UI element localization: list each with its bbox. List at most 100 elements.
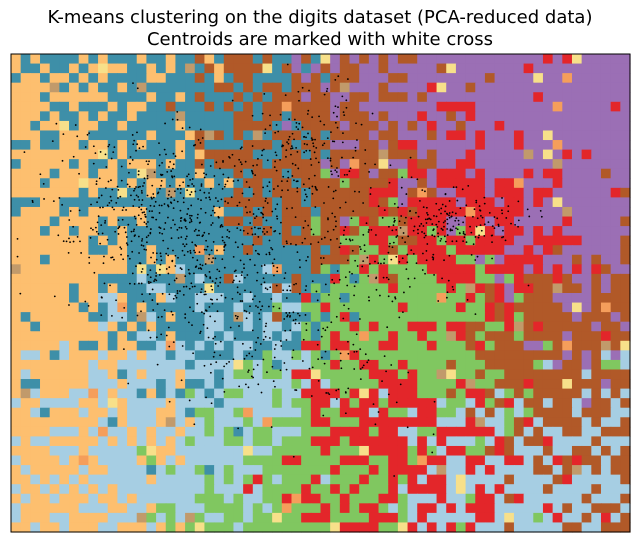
region-cell — [408, 121, 418, 131]
region-cell — [601, 197, 611, 207]
region-cell — [446, 274, 456, 284]
region-cell — [504, 111, 514, 121]
region-cell — [88, 178, 98, 188]
region-cell — [562, 360, 572, 370]
region-cell — [504, 169, 514, 179]
scatter-point — [39, 173, 41, 175]
region-cell — [514, 484, 524, 494]
scatter-point — [401, 176, 403, 178]
scatter-point — [191, 241, 193, 243]
scatter-point — [505, 217, 507, 219]
region-cell — [40, 207, 50, 217]
region-cell — [350, 484, 360, 494]
scatter-point — [451, 215, 453, 217]
region-cell — [88, 217, 98, 227]
scatter-point — [448, 255, 450, 257]
region-cell — [59, 255, 69, 265]
region-cell — [601, 140, 611, 150]
region-cell — [59, 83, 69, 93]
region-cell — [282, 92, 292, 102]
region-cell — [398, 484, 408, 494]
scatter-point — [112, 151, 114, 153]
region-cell — [262, 207, 272, 217]
region-cell — [553, 341, 563, 351]
region-cell — [562, 484, 572, 494]
region-cell — [408, 293, 418, 303]
region-cell — [253, 188, 263, 198]
scatter-point — [237, 292, 239, 294]
region-cell — [291, 379, 301, 389]
scatter-point — [324, 94, 326, 96]
scatter-point — [330, 160, 332, 162]
region-cell — [79, 159, 89, 169]
region-cell — [146, 64, 156, 74]
region-cell — [543, 245, 553, 255]
region-cell — [175, 456, 185, 466]
region-cell — [437, 111, 447, 121]
region-cell — [301, 245, 311, 255]
scatter-point — [227, 180, 229, 182]
region-cell — [224, 398, 234, 408]
scatter-point — [213, 206, 215, 208]
region-cell — [195, 408, 205, 418]
scatter-point — [308, 178, 310, 180]
scatter-point — [340, 242, 342, 244]
scatter-point — [262, 217, 264, 219]
region-cell — [69, 111, 79, 121]
region-cell — [224, 130, 234, 140]
region-cell — [620, 475, 630, 485]
region-cell — [379, 217, 389, 227]
scatter-point — [181, 379, 183, 381]
scatter-point — [425, 235, 427, 237]
region-cell — [369, 484, 379, 494]
region-cell — [427, 465, 437, 475]
scatter-point — [478, 234, 480, 236]
region-cell — [591, 207, 601, 217]
region-cell — [156, 331, 166, 341]
region-cell — [504, 456, 514, 466]
region-cell — [475, 360, 485, 370]
scatter-point — [317, 241, 319, 243]
region-cell — [282, 217, 292, 227]
scatter-point — [286, 141, 288, 143]
region-cell — [204, 102, 214, 112]
scatter-point — [135, 186, 137, 188]
region-cell — [156, 475, 166, 485]
region-cell — [495, 436, 505, 446]
scatter-point — [298, 100, 300, 102]
region-cell — [524, 73, 534, 83]
scatter-point — [210, 188, 212, 190]
scatter-point — [180, 236, 182, 238]
region-cell — [369, 169, 379, 179]
region-cell — [572, 73, 582, 83]
scatter-point — [459, 233, 461, 235]
region-cell — [185, 341, 195, 351]
region-cell — [379, 121, 389, 131]
region-cell — [146, 303, 156, 313]
region-cell — [611, 255, 621, 265]
region-cell — [166, 389, 176, 399]
region-cell — [321, 398, 331, 408]
region-cell — [417, 303, 427, 313]
region-cell — [137, 369, 147, 379]
scatter-point — [262, 214, 264, 216]
scatter-point — [402, 257, 404, 259]
region-cell — [282, 102, 292, 112]
region-cell — [79, 245, 89, 255]
scatter-point — [212, 303, 214, 305]
region-cell — [466, 398, 476, 408]
region-cell — [427, 245, 437, 255]
region-cell — [369, 130, 379, 140]
scatter-point — [366, 257, 368, 259]
region-cell — [514, 226, 524, 236]
region-cell — [340, 417, 350, 427]
region-cell — [146, 360, 156, 370]
region-cell — [427, 236, 437, 246]
region-cell — [504, 274, 514, 284]
region-cell — [446, 360, 456, 370]
scatter-point — [142, 185, 144, 187]
region-cell — [456, 255, 466, 265]
scatter-point — [153, 205, 155, 207]
region-cell — [466, 360, 476, 370]
region-cell — [272, 54, 282, 64]
